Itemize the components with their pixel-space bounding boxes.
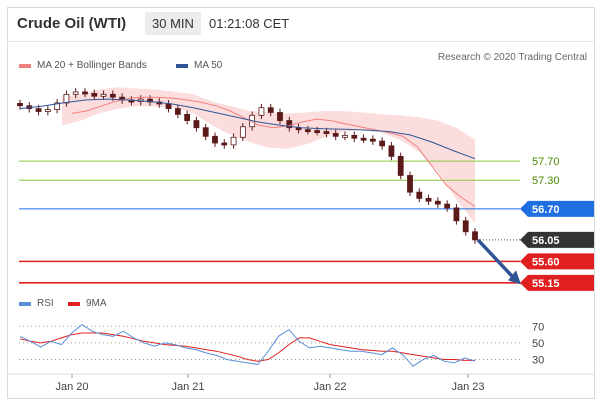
candle-body bbox=[369, 138, 376, 142]
candle-body bbox=[63, 93, 70, 104]
level-label-56.05: 56.05 bbox=[532, 235, 560, 247]
candle-body bbox=[239, 126, 246, 138]
candle-body bbox=[397, 155, 404, 176]
candle-body bbox=[44, 109, 51, 112]
candle-body bbox=[351, 134, 358, 139]
level-badge-55.60 bbox=[520, 253, 594, 270]
candle-body bbox=[193, 120, 200, 129]
candle-body bbox=[304, 129, 311, 133]
chart-header: Crude Oil (WTI) 30 MIN 01:21:08 CET bbox=[7, 7, 595, 42]
rsi-label: RSI bbox=[37, 298, 54, 309]
candle-body bbox=[425, 197, 432, 202]
rsi-tick-label: 50 bbox=[532, 338, 544, 350]
candle-body bbox=[342, 134, 348, 138]
level-label-56.70: 56.70 bbox=[532, 204, 560, 216]
candle-body bbox=[323, 131, 330, 134]
candle-body bbox=[388, 145, 395, 157]
ma50-swatch bbox=[176, 63, 188, 68]
candle-body bbox=[35, 108, 42, 112]
level-label-55.60: 55.60 bbox=[532, 256, 560, 268]
candle-body bbox=[453, 207, 460, 222]
candle-body bbox=[472, 231, 478, 241]
timestamp: 01:21:08 CET bbox=[209, 16, 290, 31]
legend-rsi: RSI bbox=[19, 298, 54, 309]
projection-arrow bbox=[476, 238, 519, 283]
candle-body bbox=[72, 91, 79, 95]
ma20-line bbox=[71, 96, 476, 207]
bollinger-band bbox=[62, 87, 475, 224]
interval-badge[interactable]: 30 MIN bbox=[145, 12, 201, 35]
x-tick-label: Jan 23 bbox=[451, 381, 484, 393]
candle-body bbox=[165, 103, 172, 110]
ma50-label: MA 50 bbox=[194, 60, 223, 71]
legend-ma20: MA 20 + Bollinger Bands bbox=[19, 60, 147, 71]
rsi-swatch bbox=[19, 301, 31, 306]
candle-body bbox=[462, 220, 469, 233]
candle-body bbox=[277, 112, 283, 121]
candle-body bbox=[82, 91, 88, 95]
research-credit: Research © 2020 Trading Central bbox=[437, 52, 587, 63]
rsi-line bbox=[19, 323, 476, 367]
level-label-55.15: 55.15 bbox=[532, 278, 560, 290]
legend-ma50: MA 50 bbox=[176, 60, 222, 71]
candle-body bbox=[267, 107, 274, 113]
ma20-swatch bbox=[19, 63, 31, 68]
level-label-57.70: 57.70 bbox=[532, 156, 560, 168]
x-tick-label: Jan 21 bbox=[171, 381, 204, 393]
candle-body bbox=[109, 93, 116, 98]
candle-body bbox=[332, 133, 339, 137]
candle-body bbox=[314, 130, 321, 133]
ma50-line bbox=[19, 98, 476, 160]
level-badge-56.05 bbox=[520, 231, 594, 248]
candle-body bbox=[100, 93, 107, 97]
candle-body bbox=[91, 92, 98, 97]
candle-body bbox=[230, 136, 237, 146]
ma9-swatch bbox=[68, 301, 80, 306]
candle-body bbox=[174, 108, 181, 115]
level-badge-56.70 bbox=[520, 200, 594, 217]
candle-body bbox=[434, 200, 441, 205]
candle-body bbox=[202, 127, 209, 137]
level-badge-55.15 bbox=[520, 274, 594, 291]
candle-body bbox=[407, 175, 413, 193]
ma20-label: MA 20 + Bollinger Bands bbox=[37, 60, 147, 71]
rsi-tick-label: 70 bbox=[532, 321, 544, 333]
legend-9ma: 9MA bbox=[68, 298, 107, 309]
candle-body bbox=[212, 135, 218, 144]
rsi-tick-label: 30 bbox=[532, 355, 544, 367]
ma9-label: 9MA bbox=[86, 298, 107, 309]
projection-arrowhead bbox=[508, 270, 521, 285]
candle-body bbox=[444, 203, 451, 209]
level-label-57.30: 57.30 bbox=[532, 175, 560, 187]
rsi-ma-line bbox=[19, 332, 475, 362]
candle-body bbox=[184, 113, 191, 121]
candle-body bbox=[286, 120, 293, 129]
candle-body bbox=[17, 102, 23, 107]
candle-body bbox=[221, 142, 228, 146]
candle-body bbox=[258, 107, 265, 116]
x-tick-label: Jan 20 bbox=[55, 381, 88, 393]
x-tick-label: Jan 22 bbox=[313, 381, 346, 393]
instrument-title: Crude Oil (WTI) bbox=[17, 15, 127, 32]
candle-body bbox=[416, 191, 423, 199]
candle-body bbox=[54, 102, 61, 110]
candle-body bbox=[360, 137, 367, 141]
candle-body bbox=[379, 140, 386, 147]
